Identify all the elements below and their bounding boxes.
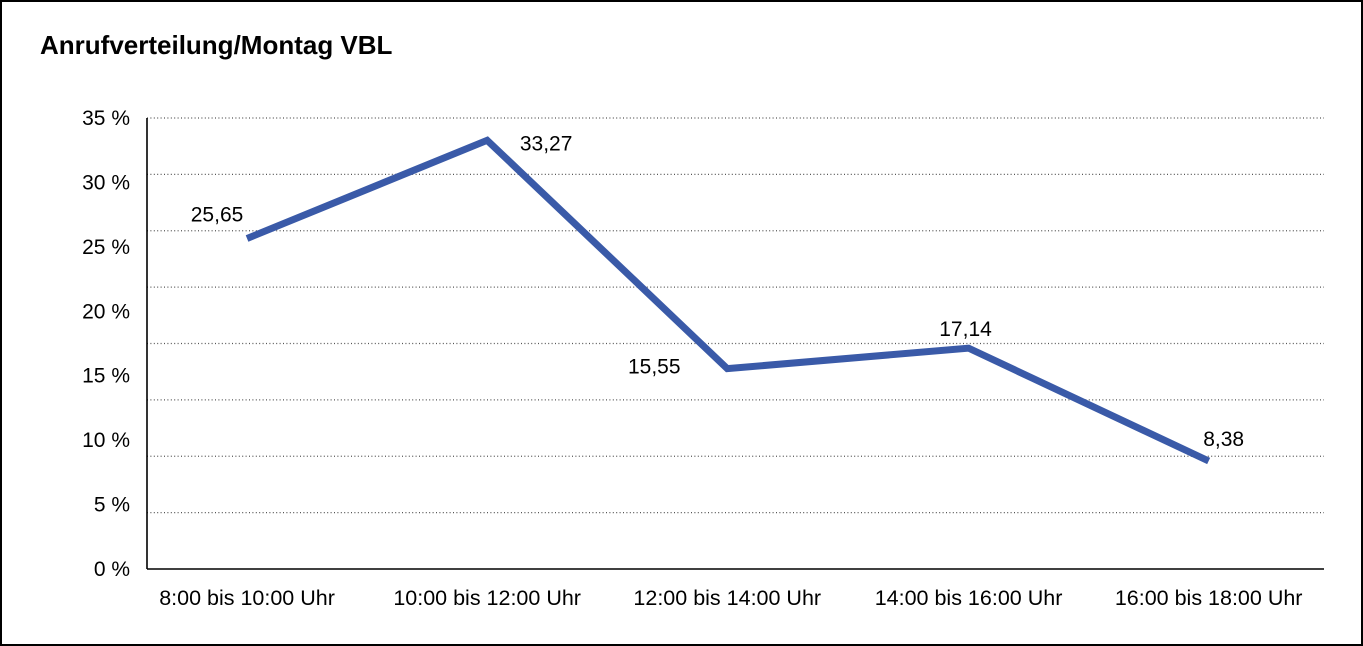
x-axis-label: 16:00 bis 18:00 Uhr [1115,586,1303,610]
x-axis-label: 8:00 bis 10:00 Uhr [159,586,335,610]
data-series-line [245,136,1211,465]
y-axis-label: 35 % [82,107,130,130]
x-axis-label: 12:00 bis 14:00 Uhr [633,586,821,610]
x-axis-label: 10:00 bis 12:00 Uhr [393,586,581,610]
data-point-label: 25,65 [191,203,244,226]
data-point-label: 17,14 [939,318,992,341]
x-axis-label: 14:00 bis 16:00 Uhr [875,586,1063,610]
data-point-label: 8,38 [1203,428,1244,451]
data-point-label: 15,55 [628,356,681,379]
y-axis-label: 0 % [94,558,130,581]
chart-title: Anrufverteilung/Montag VBL [40,30,393,60]
y-axis-label: 10 % [82,429,130,452]
y-axis-label: 5 % [94,494,130,517]
y-axis-label: 15 % [82,365,130,388]
y-axis-label: 20 % [82,300,130,323]
y-axis-label: 25 % [82,236,130,259]
y-axis-label: 30 % [82,171,130,194]
data-point-label: 33,27 [520,132,573,155]
